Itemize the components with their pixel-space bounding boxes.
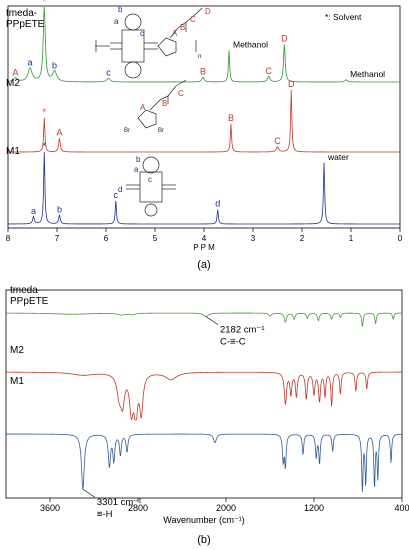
nmr-peak-label: d xyxy=(215,199,220,209)
nmr-x-axis-label: P P M xyxy=(193,243,215,252)
ir-series-name: M1 xyxy=(10,376,24,387)
m2-label-A: A xyxy=(140,103,146,112)
polymer-label-C: C xyxy=(190,15,196,24)
m2-label-C: C xyxy=(178,89,184,98)
ir-annotation-leader xyxy=(82,488,96,498)
nmr-peak-label: b xyxy=(52,61,57,71)
nmr-plot-frame xyxy=(7,5,401,229)
ir-series-labels: tmeda-PPpETE M2 M1 xyxy=(10,285,49,387)
ir-plot-frame xyxy=(5,289,403,499)
nmr-series-name: tmeda-PPpETE xyxy=(6,8,45,30)
nmr-peak-label: A xyxy=(12,67,18,77)
ir-tick-label: 2000 xyxy=(216,503,236,513)
nmr-tick-label: 6 xyxy=(104,234,109,243)
ir-annotation-leader xyxy=(205,316,219,325)
nmr-peak-label: * xyxy=(43,141,47,151)
polymer-label-b: b xyxy=(118,5,123,14)
ir-series-line xyxy=(6,371,402,421)
polymer-structure xyxy=(95,7,203,79)
ir-tick-label: 3600 xyxy=(40,503,60,513)
nmr-peak-label: A xyxy=(56,127,62,137)
nmr-series-line xyxy=(7,6,400,83)
nmr-peak-label: Methanol xyxy=(350,69,385,79)
nmr-tick-label: 4 xyxy=(202,234,207,243)
nmr-peak-label: B xyxy=(228,113,234,123)
nmr-series-line xyxy=(8,89,400,153)
m1-label-d: d xyxy=(118,185,122,194)
m1-atom-labels: b a c d xyxy=(118,155,152,194)
nmr-x-ticks: 8 7 6 5 4 3 2 1 0 xyxy=(6,228,403,243)
ir-series-line xyxy=(6,312,403,327)
m2-structure xyxy=(137,79,187,129)
polymer-label-B: B xyxy=(180,23,185,32)
nmr-peak-label: Methanol xyxy=(233,40,268,50)
nmr-peak-label: C xyxy=(265,66,272,76)
m1-label-a: a xyxy=(134,165,139,174)
ir-tick-label: 1200 xyxy=(304,503,324,513)
ir-annotation-text: ≡-H xyxy=(97,509,113,520)
nmr-tick-label: 8 xyxy=(6,234,11,243)
ir-annotation-text: C-≡-C xyxy=(220,337,246,348)
nmr-peak-label: C xyxy=(274,136,281,146)
polymer-label-A: A xyxy=(172,29,178,38)
panel-a-caption: (a) xyxy=(197,259,210,271)
m2-label-B: B xyxy=(162,99,167,108)
nmr-peak-label: water xyxy=(327,152,349,162)
polymer-label-D: D xyxy=(205,7,211,16)
nmr-spectra xyxy=(7,6,400,225)
nmr-peak-label: D xyxy=(288,79,295,89)
m1-label-c: c xyxy=(148,175,152,184)
ir-annotations: 2182 cm⁻¹C-≡-C 3301 cm⁻¹≡-H xyxy=(82,316,265,520)
m1-structure xyxy=(126,156,176,217)
nmr-peak-label: c xyxy=(114,190,119,200)
polymer-label-c: c xyxy=(140,29,144,38)
nmr-tick-label: 7 xyxy=(55,234,60,243)
ir-spectra xyxy=(6,312,403,493)
m2-label-br-right: Br xyxy=(158,128,164,134)
m1-label-b: b xyxy=(136,155,141,164)
panel-b: 3600 2800 2000 1200 400 tmeda-PPpETE M2 M1 218… xyxy=(5,285,409,546)
m2-label-br-left: Br xyxy=(124,128,130,134)
nmr-tick-label: 5 xyxy=(153,234,158,243)
nmr-series-name: M2 xyxy=(6,78,20,89)
nmr-peak-label: D xyxy=(281,34,288,44)
nmr-series-name: M1 xyxy=(6,146,20,157)
nmr-peak-label: a xyxy=(28,58,33,68)
ir-tick-label: 2800 xyxy=(128,503,148,513)
ir-annotation-text: 2182 cm⁻¹ xyxy=(220,325,265,336)
panel-b-caption: (b) xyxy=(197,534,210,546)
nmr-peak-label: a xyxy=(31,206,36,216)
nmr-tick-label: 3 xyxy=(251,234,256,243)
nmr-peak-label: B xyxy=(200,67,206,77)
m2-atom-labels: A B C Br Br xyxy=(124,89,184,134)
nmr-peak-label: * xyxy=(43,107,47,117)
polymer-label-a: a xyxy=(114,17,119,26)
ir-x-axis-label: Wavenumber (cm⁻¹) xyxy=(163,515,244,525)
nmr-peak-label: c xyxy=(106,67,111,77)
nmr-peak-label: * xyxy=(43,0,47,6)
ir-series-line xyxy=(6,433,403,493)
polymer-label-n: n xyxy=(198,54,201,60)
nmr-tick-label: 0 xyxy=(398,234,403,243)
solvent-note: *: Solvent xyxy=(325,12,362,22)
ir-tick-label: 400 xyxy=(394,503,409,513)
ir-annotation-text: 3301 cm⁻¹ xyxy=(97,497,142,508)
ir-series-name: M2 xyxy=(10,345,24,356)
nmr-series-line xyxy=(7,151,400,225)
ir-x-ticks: 3600 2800 2000 1200 400 xyxy=(40,498,409,513)
ir-series-name: tmeda-PPpETE xyxy=(10,285,49,307)
nmr-peak-label: b xyxy=(57,204,62,214)
nmr-tick-label: 1 xyxy=(349,234,354,243)
nmr-tick-label: 2 xyxy=(300,234,305,243)
nmr-series-labels: tmeda-PPpETE M2 M1 xyxy=(6,8,45,157)
polymer-atom-labels: b a c A B C D n xyxy=(114,5,211,60)
